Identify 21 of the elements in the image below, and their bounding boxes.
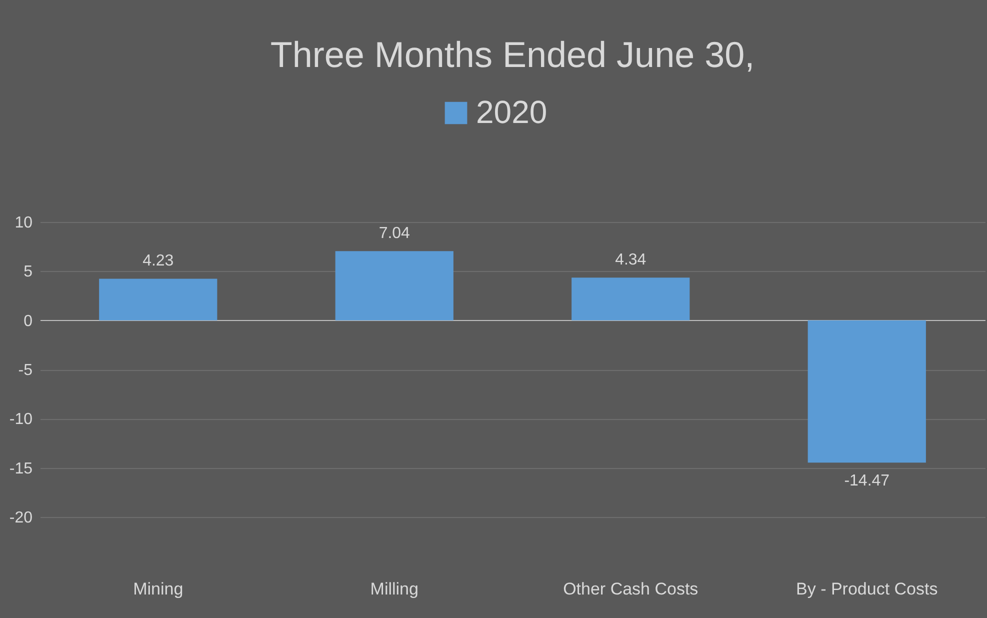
data-label: 7.04 [378,225,410,242]
data-label: -14.47 [844,472,890,490]
bar [808,320,926,463]
chart-title: Three Months Ended June 30, [270,34,755,75]
y-tick-label: -15 [9,460,33,478]
y-tick-label: -5 [18,362,33,379]
bar [99,278,218,320]
y-tick-label: -20 [9,510,33,526]
bar [572,278,690,320]
y-tick-label: 0 [24,312,33,330]
x-tick-label: Milling [370,580,418,598]
legend-label: 2020 [476,94,548,130]
y-tick-label: -10 [9,411,33,428]
x-tick-label: Mining [133,580,184,598]
y-tick-label: 5 [24,264,33,281]
y-tick-label: 10 [14,214,33,232]
bar [335,251,454,320]
x-tick-label: Other Cash Costs [563,580,698,598]
data-label: 4.23 [142,252,174,270]
x-tick-label: By - Product Costs [796,580,938,598]
data-label: 4.34 [615,252,646,269]
